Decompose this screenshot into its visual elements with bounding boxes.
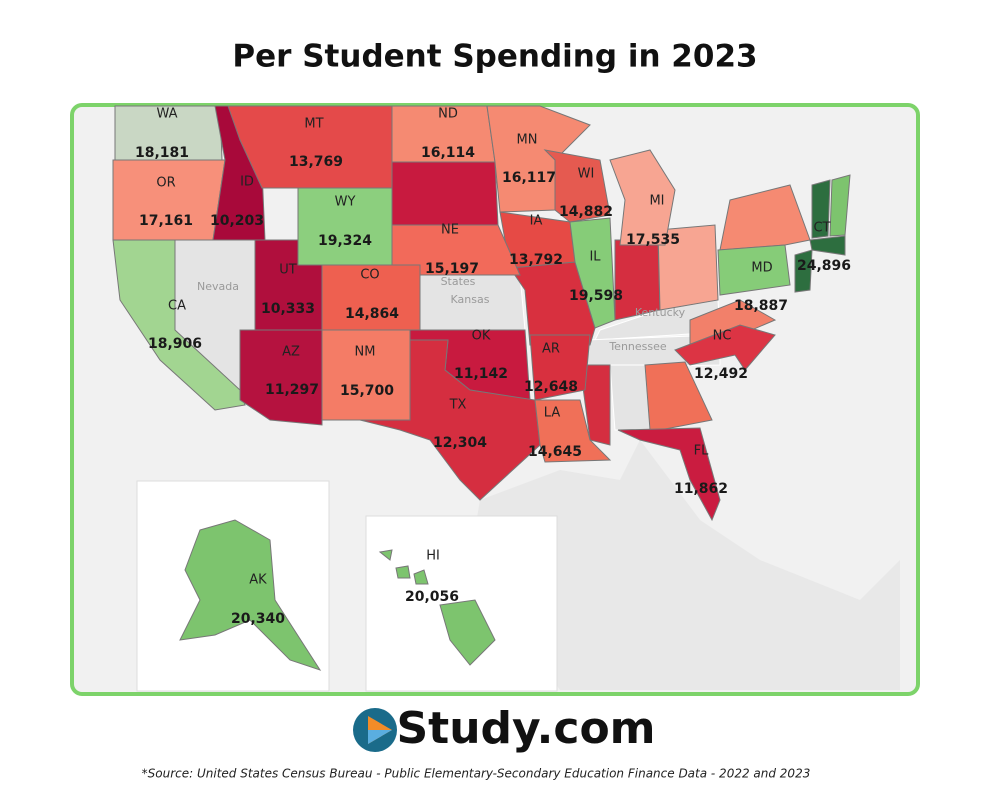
logo-text: Study.com — [396, 703, 655, 754]
state-abbr: IA — [530, 214, 543, 229]
state-abbr: IL — [589, 250, 601, 265]
state-abbr: WA — [156, 107, 177, 122]
state-abbr: HI — [426, 549, 440, 564]
state-value: 19,324 — [318, 233, 372, 249]
state-abbr: AR — [542, 342, 560, 357]
state-shape — [239, 329, 323, 426]
state-value: 16,117 — [502, 170, 556, 186]
state-shape — [617, 427, 721, 522]
state-value: 24,896 — [797, 258, 851, 274]
state-shape — [112, 239, 246, 411]
state-value: 20,340 — [231, 611, 285, 627]
state-value: 13,792 — [509, 252, 563, 268]
state-abbr: UT — [279, 263, 297, 278]
state-value: 12,648 — [524, 379, 578, 395]
state-value: 17,161 — [139, 213, 193, 229]
state-shape — [439, 599, 496, 666]
states: WA 18,181 OR 17,161 ID 10,203 MT 13,769 ND 16,114… — [112, 105, 851, 671]
state-value: 12,492 — [694, 366, 748, 382]
basemap-label: States — [441, 275, 476, 288]
state-abbr: NM — [355, 345, 376, 360]
state-abbr: TX — [449, 398, 467, 413]
basemap-label: Tennessee — [608, 340, 667, 353]
state-abbr: WY — [335, 195, 356, 210]
basemap-label: Kansas — [451, 293, 490, 306]
state-shape — [717, 244, 791, 296]
state-abbr: MI — [649, 194, 664, 209]
state-value: 11,862 — [674, 481, 728, 497]
state-shape — [809, 235, 846, 256]
state-value: 15,700 — [340, 383, 394, 399]
state-abbr: MN — [517, 133, 538, 148]
state-abbr: MD — [751, 261, 772, 276]
state-value: 18,181 — [135, 145, 189, 161]
state-value: 14,882 — [559, 204, 613, 220]
state-value: 10,203 — [210, 213, 264, 229]
island-shape — [395, 565, 411, 579]
state-value: 20,056 — [405, 589, 459, 605]
state-value: 11,142 — [454, 366, 508, 382]
state-abbr: FL — [694, 444, 709, 459]
title: Per Student Spending in 2023 — [232, 39, 757, 75]
state-abbr: WI — [578, 167, 595, 182]
state-value: 14,864 — [345, 306, 399, 322]
logo: Study.com — [353, 703, 656, 754]
basemap-label: Kentucky — [635, 306, 686, 319]
state-abbr: CA — [168, 299, 186, 314]
basemap — [136, 161, 900, 692]
state-value: 19,598 — [569, 288, 623, 304]
state-abbr: CO — [360, 268, 379, 283]
state-shape — [529, 334, 591, 401]
state-abbr: LA — [544, 406, 561, 421]
state-value: 12,304 — [433, 435, 487, 451]
basemap-label: Nevada — [197, 280, 239, 293]
state-value: 16,114 — [421, 145, 475, 161]
state-shape — [569, 217, 616, 329]
state-shape — [609, 149, 676, 246]
state-shape — [179, 519, 322, 671]
state-abbr: NC — [713, 329, 732, 344]
island-shape — [378, 549, 393, 561]
state-shape — [321, 329, 411, 421]
state-abbr: CT — [813, 221, 830, 236]
state-value: 17,535 — [626, 232, 680, 248]
state-abbr: NE — [441, 223, 459, 238]
state-shape — [359, 339, 541, 501]
source-note: *Source: United States Census Bureau - P… — [142, 767, 811, 781]
state-value: 11,297 — [265, 382, 319, 398]
state-value: 15,197 — [425, 261, 479, 277]
state-abbr: OK — [472, 329, 491, 344]
state-abbr: ID — [240, 175, 254, 190]
state-abbr: OR — [156, 176, 175, 191]
state-value: 10,333 — [261, 301, 315, 317]
state-abbr: MT — [304, 117, 323, 132]
state-abbr: AK — [249, 573, 267, 588]
state-value: 14,645 — [528, 444, 582, 460]
island-shape — [413, 569, 429, 585]
state-shape — [534, 399, 612, 463]
state-shape — [674, 324, 776, 371]
state-abbr: ND — [438, 107, 458, 122]
state-abbr: AZ — [282, 345, 300, 360]
state-value: 18,906 — [148, 336, 202, 352]
state-value: 18,887 — [734, 298, 788, 314]
state-value: 13,769 — [289, 154, 343, 170]
